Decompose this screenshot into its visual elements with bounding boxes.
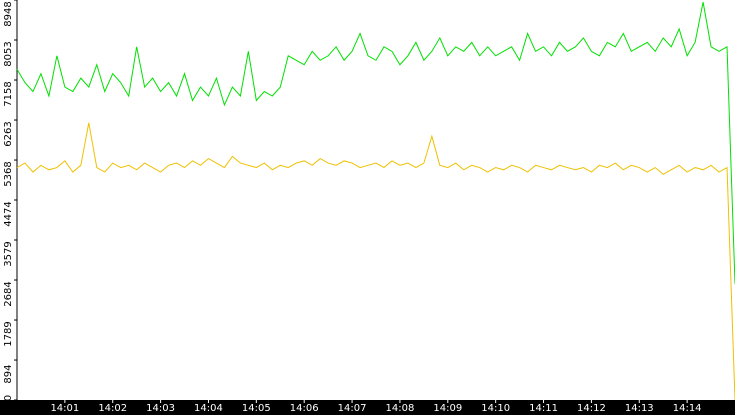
y-tick-label: 4474	[3, 201, 14, 226]
y-tick-label: 3579	[3, 241, 14, 266]
x-tick-label: 14:01	[50, 403, 79, 414]
y-tick-label: 894	[3, 364, 14, 383]
x-tick-label: 14:07	[338, 403, 367, 414]
x-tick-label: 14:04	[194, 403, 223, 414]
x-tick-label: 14:14	[673, 403, 702, 414]
y-tick-label: 8948	[3, 1, 14, 26]
x-tick-label: 14:10	[481, 403, 510, 414]
x-tick-label: 14:08	[386, 403, 415, 414]
y-tick-label: 2684	[3, 281, 14, 306]
y-tick-label: 5368	[3, 161, 14, 186]
x-tick-label: 14:06	[290, 403, 319, 414]
x-tick-label: 14:12	[577, 403, 606, 414]
x-tick-label: 14:05	[242, 403, 271, 414]
x-tick-label: 14:13	[625, 403, 654, 414]
y-tick-label: 8053	[3, 41, 14, 66]
y-tick-label: 6263	[3, 121, 14, 146]
series-line	[16, 2, 735, 284]
y-tick-label: 7158	[3, 81, 14, 106]
x-axis-band	[0, 400, 735, 415]
series-line	[16, 122, 735, 401]
x-tick-label: 14:02	[98, 403, 127, 414]
y-tick-label: 0	[3, 395, 14, 401]
y-tick-label: 1789	[3, 321, 14, 346]
x-tick-label: 14:03	[146, 403, 175, 414]
x-tick-label: 14:09	[433, 403, 462, 414]
x-tick-label: 14:11	[529, 403, 558, 414]
